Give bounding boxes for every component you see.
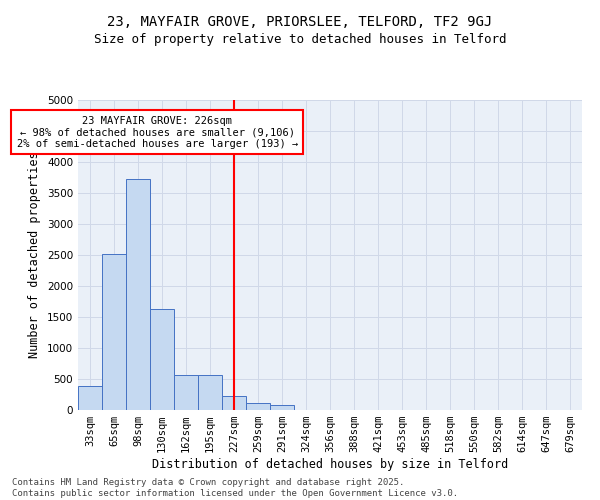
Text: 23 MAYFAIR GROVE: 226sqm
← 98% of detached houses are smaller (9,106)
2% of semi: 23 MAYFAIR GROVE: 226sqm ← 98% of detach… (17, 116, 298, 148)
Text: 23, MAYFAIR GROVE, PRIORSLEE, TELFORD, TF2 9GJ: 23, MAYFAIR GROVE, PRIORSLEE, TELFORD, T… (107, 15, 493, 29)
Bar (270, 406, 294, 410)
Bar (78, 386, 102, 410)
Bar (222, 396, 246, 410)
Bar (174, 376, 198, 410)
Bar (198, 376, 222, 410)
Y-axis label: Number of detached properties: Number of detached properties (28, 152, 41, 358)
Bar (150, 309, 174, 410)
Bar (246, 403, 270, 410)
Text: Size of property relative to detached houses in Telford: Size of property relative to detached ho… (94, 32, 506, 46)
Bar (102, 254, 126, 410)
X-axis label: Distribution of detached houses by size in Telford: Distribution of detached houses by size … (152, 458, 508, 471)
Text: Contains HM Land Registry data © Crown copyright and database right 2025.
Contai: Contains HM Land Registry data © Crown c… (12, 478, 458, 498)
Bar (126, 180, 150, 410)
